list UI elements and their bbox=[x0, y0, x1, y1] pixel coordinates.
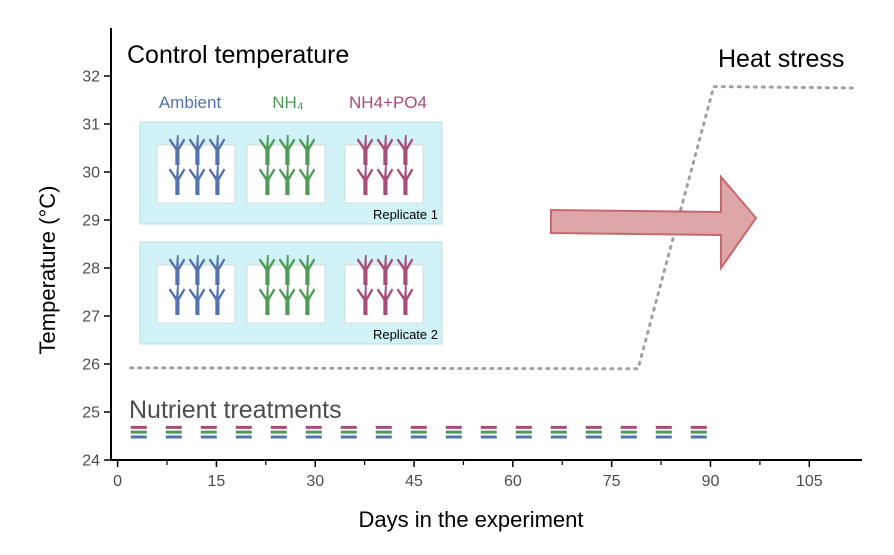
axes bbox=[110, 28, 862, 461]
y-tick-label: 32 bbox=[82, 69, 100, 86]
y-tick-label: 28 bbox=[82, 261, 100, 278]
y-tick-label: 25 bbox=[82, 405, 100, 422]
treatment-label-nh4-po4: NH4+PO4 bbox=[349, 93, 427, 112]
x-tick-label: 30 bbox=[306, 473, 324, 490]
y-tick-label: 24 bbox=[82, 453, 100, 470]
axis-ticks: 0 15 30 45 60 75 90 105 24 25 26 27 28 29 30 31 32 bbox=[82, 69, 823, 491]
y-tick-label: 26 bbox=[82, 357, 100, 374]
y-tick-label: 27 bbox=[82, 309, 100, 326]
x-tick-label: 75 bbox=[603, 473, 621, 490]
heat-stress-label: Heat stress bbox=[718, 45, 844, 73]
y-axis-title: Temperature (°C) bbox=[35, 186, 60, 355]
heat-stress-arrow bbox=[550, 174, 758, 272]
x-tick-label: 0 bbox=[113, 473, 122, 490]
replicate-1-label: Replicate 1 bbox=[373, 207, 438, 222]
x-tick-label: 45 bbox=[405, 473, 423, 490]
experiment-diagram: Replicate 1 Replicate 2 bbox=[139, 121, 758, 345]
treatment-label-ambient: Ambient bbox=[159, 93, 222, 112]
control-temperature-label: Control temperature bbox=[127, 41, 349, 69]
x-tick-label: 15 bbox=[208, 473, 226, 490]
y-tick-label: 31 bbox=[82, 117, 100, 134]
nutrient-treatments-label: Nutrient treatments bbox=[129, 396, 342, 424]
x-axis-title: Days in the experiment bbox=[359, 507, 584, 532]
replicate-2-label: Replicate 2 bbox=[373, 327, 438, 342]
y-tick-label: 30 bbox=[82, 165, 100, 182]
x-tick-label: 60 bbox=[504, 473, 522, 490]
nutrient-lines bbox=[130, 425, 711, 439]
x-tick-label: 105 bbox=[796, 473, 823, 490]
x-tick-label: 90 bbox=[702, 473, 720, 490]
treatment-label-nh4: NH₄ bbox=[272, 93, 304, 112]
y-tick-label: 29 bbox=[82, 213, 100, 230]
